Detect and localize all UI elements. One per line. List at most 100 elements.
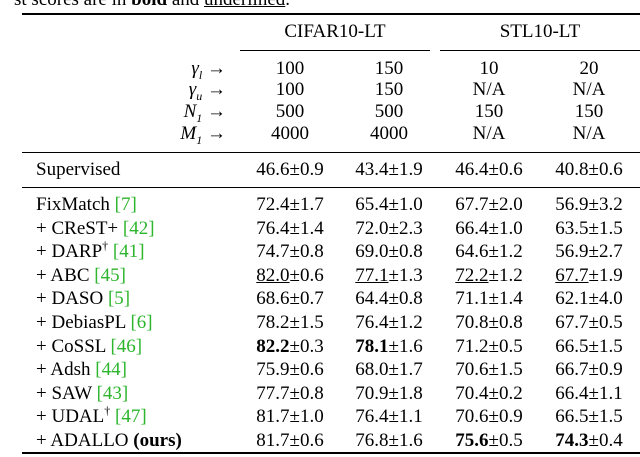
result-mean: 68.6 (256, 288, 290, 309)
group-header-stl10-lt: STL10-LT (499, 21, 581, 42)
result-std: ±0.9 (289, 159, 324, 180)
result-cell: 72.2±1.2 (439, 264, 539, 288)
result-cell: 70.8±0.8 (439, 311, 539, 335)
citation-link[interactable]: [47] (115, 406, 147, 427)
result-std: ±1.2 (488, 265, 523, 286)
citation-link[interactable]: [45] (94, 265, 126, 286)
method-name: + DebiasPL [6] (36, 311, 153, 335)
result-mean: 67.7 (555, 312, 589, 333)
result-std: ±0.6 (289, 359, 324, 380)
result-mean: 56.9 (555, 194, 589, 215)
caption-bold-word: bold (131, 0, 167, 10)
result-std: ±2.0 (488, 194, 523, 215)
param-value: 20 (579, 58, 599, 79)
result-std: ±2.7 (588, 241, 623, 262)
method-prefix: + (36, 406, 52, 427)
param-value: 150 (574, 101, 604, 122)
result-cell: 66.4±1.1 (539, 382, 639, 406)
method-prefix: + (36, 241, 52, 262)
result-cell: 77.1±1.3 (339, 264, 439, 288)
result-cell: 76.8±1.6 (339, 429, 439, 453)
param-label: M1 → (150, 122, 226, 152)
method-prefix: + (36, 430, 51, 451)
result-mean: 71.1 (455, 288, 489, 309)
result-mean: 76.4 (355, 312, 389, 333)
citation-link[interactable]: [46] (110, 336, 143, 357)
result-mean: 69.0 (355, 241, 389, 262)
result-cell: 64.4±0.8 (339, 287, 439, 311)
result-cell: 64.6±1.2 (439, 240, 539, 264)
result-mean: 66.5 (555, 406, 589, 427)
citation-link[interactable]: [42] (122, 218, 155, 239)
result-cell: 65.4±1.0 (339, 193, 439, 217)
result-std: ±0.5 (588, 312, 623, 333)
result-mean: 76.4 (355, 406, 389, 427)
param-value: 10 (479, 58, 499, 79)
result-mean: 70.6 (455, 406, 489, 427)
result-cell: 70.6±0.9 (439, 405, 539, 429)
citation-link[interactable]: [7] (114, 194, 137, 215)
result-mean: 43.4 (355, 159, 389, 180)
result-std: ±1.4 (488, 288, 523, 309)
method-label: CReST+ (51, 218, 119, 239)
param-symbol: M (180, 123, 197, 144)
result-cell: 76.4±1.2 (339, 311, 439, 335)
citation-link[interactable]: [43] (96, 383, 129, 404)
result-mean: 70.9 (355, 383, 389, 404)
result-std: ±1.9 (588, 265, 623, 286)
result-cell: 56.9±3.2 (539, 193, 639, 217)
method-label: FixMatch (36, 194, 110, 215)
citation-link[interactable]: [44] (95, 359, 127, 380)
result-cell: 66.5±1.5 (539, 405, 639, 429)
result-mean: 75.6 (455, 430, 489, 451)
result-mean: 74.7 (256, 241, 290, 262)
result-mean: 76.8 (355, 430, 389, 451)
result-std: ±1.0 (388, 194, 423, 215)
result-mean: 75.9 (256, 359, 290, 380)
result-std: ±4.0 (588, 288, 623, 309)
result-mean: 70.4 (455, 383, 489, 404)
param-subscript: 1 (196, 110, 203, 125)
result-mean: 71.2 (455, 336, 489, 357)
result-std: ±1.6 (388, 430, 423, 451)
result-mean: 63.5 (555, 218, 589, 239)
result-std: ±1.7 (388, 359, 423, 380)
dagger-mark: † (104, 403, 111, 418)
result-mean: 76.4 (256, 218, 290, 239)
param-value: 100 (275, 58, 305, 79)
result-cell: 71.1±1.4 (439, 287, 539, 311)
param-value: 150 (374, 58, 404, 79)
param-value: 4000 (370, 123, 408, 144)
result-mean: 70.6 (455, 359, 489, 380)
result-std: ±0.6 (289, 265, 324, 286)
result-mean: 67.7 (555, 265, 589, 286)
result-cell: 70.9±1.8 (339, 382, 439, 406)
method-prefix: + (36, 265, 51, 286)
result-mean: 72.4 (256, 194, 290, 215)
result-cell: 72.0±2.3 (339, 217, 439, 241)
citation-link[interactable]: [5] (107, 288, 131, 309)
result-cell: 40.8±0.6 (539, 158, 639, 182)
result-std: ±0.8 (388, 288, 423, 309)
citation-link[interactable]: [41] (112, 241, 145, 262)
arrow-icon: → (202, 101, 226, 122)
result-std: ±1.1 (588, 383, 623, 404)
citation-link[interactable]: [6] (130, 312, 153, 333)
param-subscript: l (198, 67, 203, 82)
param-subscript: u (196, 88, 203, 103)
ours-label: (ours) (133, 430, 182, 451)
method-name: + UDAL† [47] (36, 405, 147, 429)
result-std: ±1.0 (488, 218, 523, 239)
param-symbol: γ (191, 58, 199, 79)
result-std: ±1.7 (289, 194, 324, 215)
result-std: ±0.9 (488, 406, 523, 427)
result-mean: 81.7 (256, 406, 290, 427)
method-name: + CReST+ [42] (36, 217, 155, 241)
result-std: ±0.9 (588, 359, 623, 380)
result-cell: 46.6±0.9 (240, 158, 340, 182)
result-cell: 63.5±1.5 (539, 217, 639, 241)
result-std: ±0.8 (488, 312, 523, 333)
result-cell: 72.4±1.7 (240, 193, 340, 217)
caption-text: st scores are in (14, 0, 131, 10)
param-label: N1 → (150, 100, 226, 130)
